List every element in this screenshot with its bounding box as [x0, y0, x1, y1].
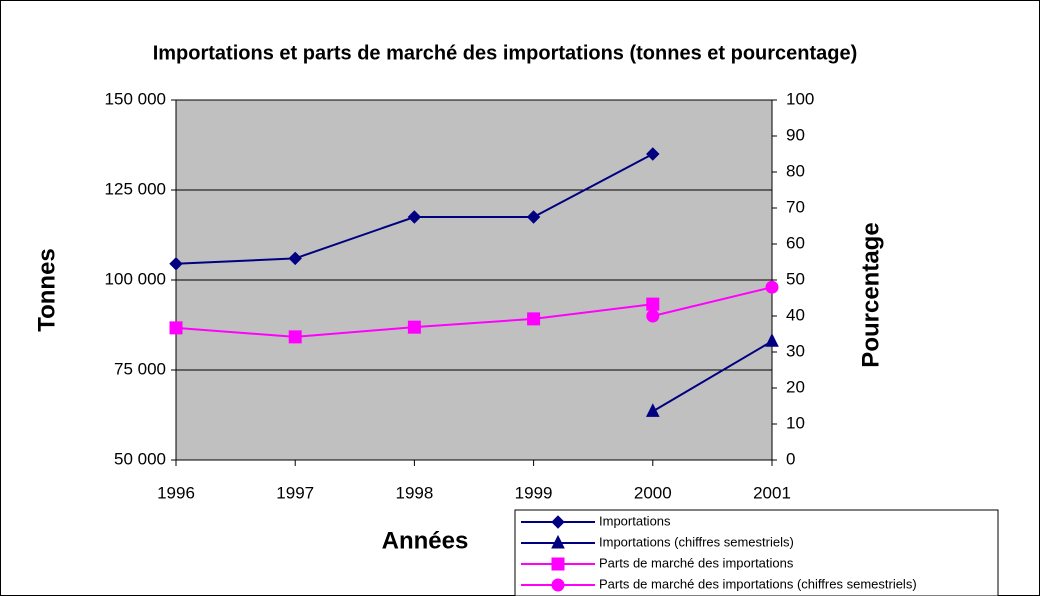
- marker: [551, 534, 565, 549]
- chart-title: Importations et parts de marché des impo…: [153, 42, 858, 64]
- y2-tick-label: 30: [786, 341, 805, 360]
- y-tick-label: 50 000: [114, 449, 166, 468]
- marker: [288, 251, 302, 266]
- marker: [765, 280, 779, 294]
- marker: [169, 321, 183, 335]
- marker: [551, 557, 565, 571]
- x-tick-label: 1997: [276, 483, 314, 502]
- legend: Importations Importations (chiffres semes…: [514, 509, 999, 596]
- marker: [646, 309, 660, 323]
- y2-tick-label: 90: [786, 125, 805, 144]
- y2-tick-label: 80: [786, 161, 805, 180]
- x-tick-label: 1998: [395, 483, 433, 502]
- y2-tick-label: 100: [786, 89, 814, 108]
- y2-tick-label: 10: [786, 413, 805, 432]
- legend-label: Importations: [599, 513, 671, 528]
- marker: [527, 312, 541, 326]
- legend-box: [514, 509, 999, 596]
- series-line: [652, 340, 773, 413]
- legend-label: Parts de marché des importations: [599, 555, 794, 570]
- marker: [526, 210, 541, 224]
- marker: [646, 147, 660, 161]
- series-line: [652, 286, 773, 317]
- y2-tick-label: 50: [786, 269, 805, 288]
- x-tick-label: 2000: [634, 483, 672, 502]
- x-tick-label: 1999: [515, 483, 553, 502]
- marker: [645, 403, 660, 417]
- y2-tick-label: 0: [786, 449, 795, 468]
- marker: [646, 297, 660, 311]
- legend-label: Importations (chiffres semestriels): [599, 534, 794, 549]
- y2-tick-label: 60: [786, 233, 805, 252]
- y2-axis-title: Pourcentage: [857, 222, 884, 367]
- y2-tick-label: 20: [786, 377, 805, 396]
- marker: [169, 257, 183, 271]
- legend-label: Parts de marché des importations (chiffr…: [599, 576, 917, 591]
- marker: [765, 333, 779, 347]
- marker: [407, 320, 421, 334]
- y-tick-label: 100 000: [105, 269, 166, 288]
- x-tick-label: 1996: [157, 483, 195, 502]
- y-tick-label: 125 000: [105, 179, 166, 198]
- marker: [407, 210, 422, 224]
- marker: [288, 330, 302, 344]
- marker: [551, 578, 565, 592]
- y2-tick-label: 70: [786, 197, 805, 216]
- marker: [551, 515, 565, 529]
- x-tick-label: 2001: [753, 483, 791, 502]
- y-axis-title: Tonnes: [33, 248, 60, 332]
- x-axis-title: Années: [382, 527, 469, 554]
- y-tick-label: 75 000: [114, 359, 166, 378]
- y2-tick-label: 40: [786, 305, 805, 324]
- y-tick-label: 150 000: [105, 89, 166, 108]
